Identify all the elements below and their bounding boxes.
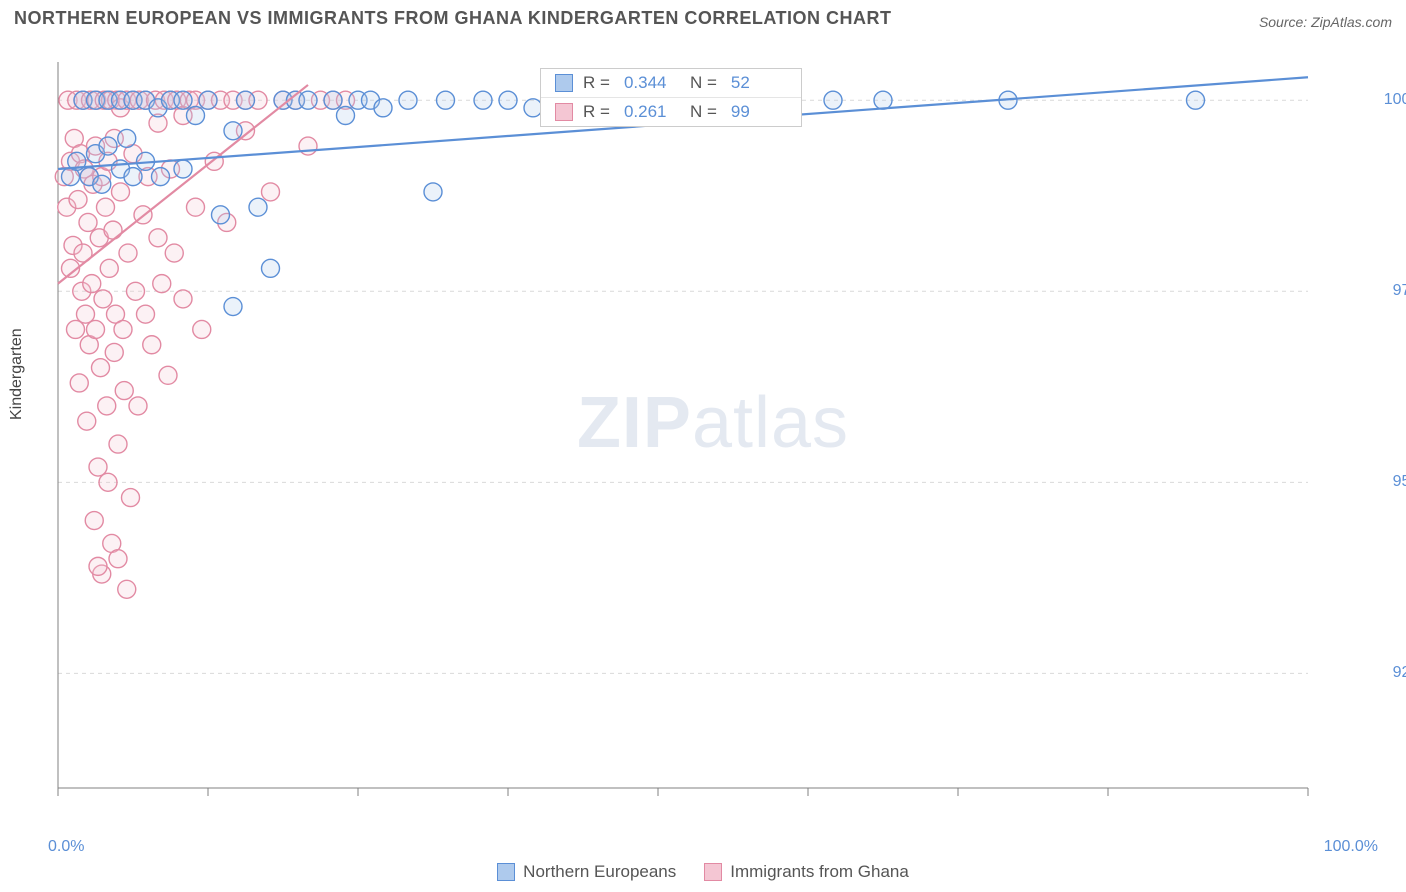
swatch-gh <box>555 103 573 121</box>
scatter-svg <box>48 58 1378 818</box>
y-tick-label: 92.5% <box>1393 664 1406 682</box>
r-label: R = <box>583 73 610 93</box>
y-axis-label: Kindergarten <box>8 328 26 420</box>
n-value-ne: 52 <box>731 73 787 93</box>
stats-row-ne: R = 0.344 N = 52 <box>541 69 801 97</box>
n-value-gh: 99 <box>731 102 787 122</box>
x-max-label: 100.0% <box>1324 838 1378 856</box>
swatch-gh <box>704 863 722 881</box>
r-label: R = <box>583 102 610 122</box>
x-min-label: 0.0% <box>48 838 84 856</box>
legend-item-gh: Immigrants from Ghana <box>704 862 909 882</box>
stats-legend: R = 0.344 N = 52 R = 0.261 N = 99 <box>540 68 802 127</box>
swatch-ne <box>497 863 515 881</box>
stats-row-gh: R = 0.261 N = 99 <box>541 97 801 126</box>
x-axis-labels: 0.0% 100.0% <box>48 838 1378 856</box>
y-tick-label: 97.5% <box>1393 282 1406 300</box>
source-label: Source: ZipAtlas.com <box>1259 8 1392 30</box>
y-tick-label: 100.0% <box>1384 91 1406 109</box>
r-value-gh: 0.261 <box>624 102 680 122</box>
n-label: N = <box>690 102 717 122</box>
chart-title: NORTHERN EUROPEAN VS IMMIGRANTS FROM GHA… <box>14 8 892 29</box>
series-name-ne: Northern Europeans <box>523 862 676 882</box>
series-legend: Northern Europeans Immigrants from Ghana <box>0 856 1406 892</box>
legend-item-ne: Northern Europeans <box>497 862 676 882</box>
plot-area: ZIPatlas 92.5%95.0%97.5%100.0% <box>48 58 1378 818</box>
y-tick-label: 95.0% <box>1393 473 1406 491</box>
r-value-ne: 0.344 <box>624 73 680 93</box>
series-name-gh: Immigrants from Ghana <box>730 862 909 882</box>
n-label: N = <box>690 73 717 93</box>
swatch-ne <box>555 74 573 92</box>
